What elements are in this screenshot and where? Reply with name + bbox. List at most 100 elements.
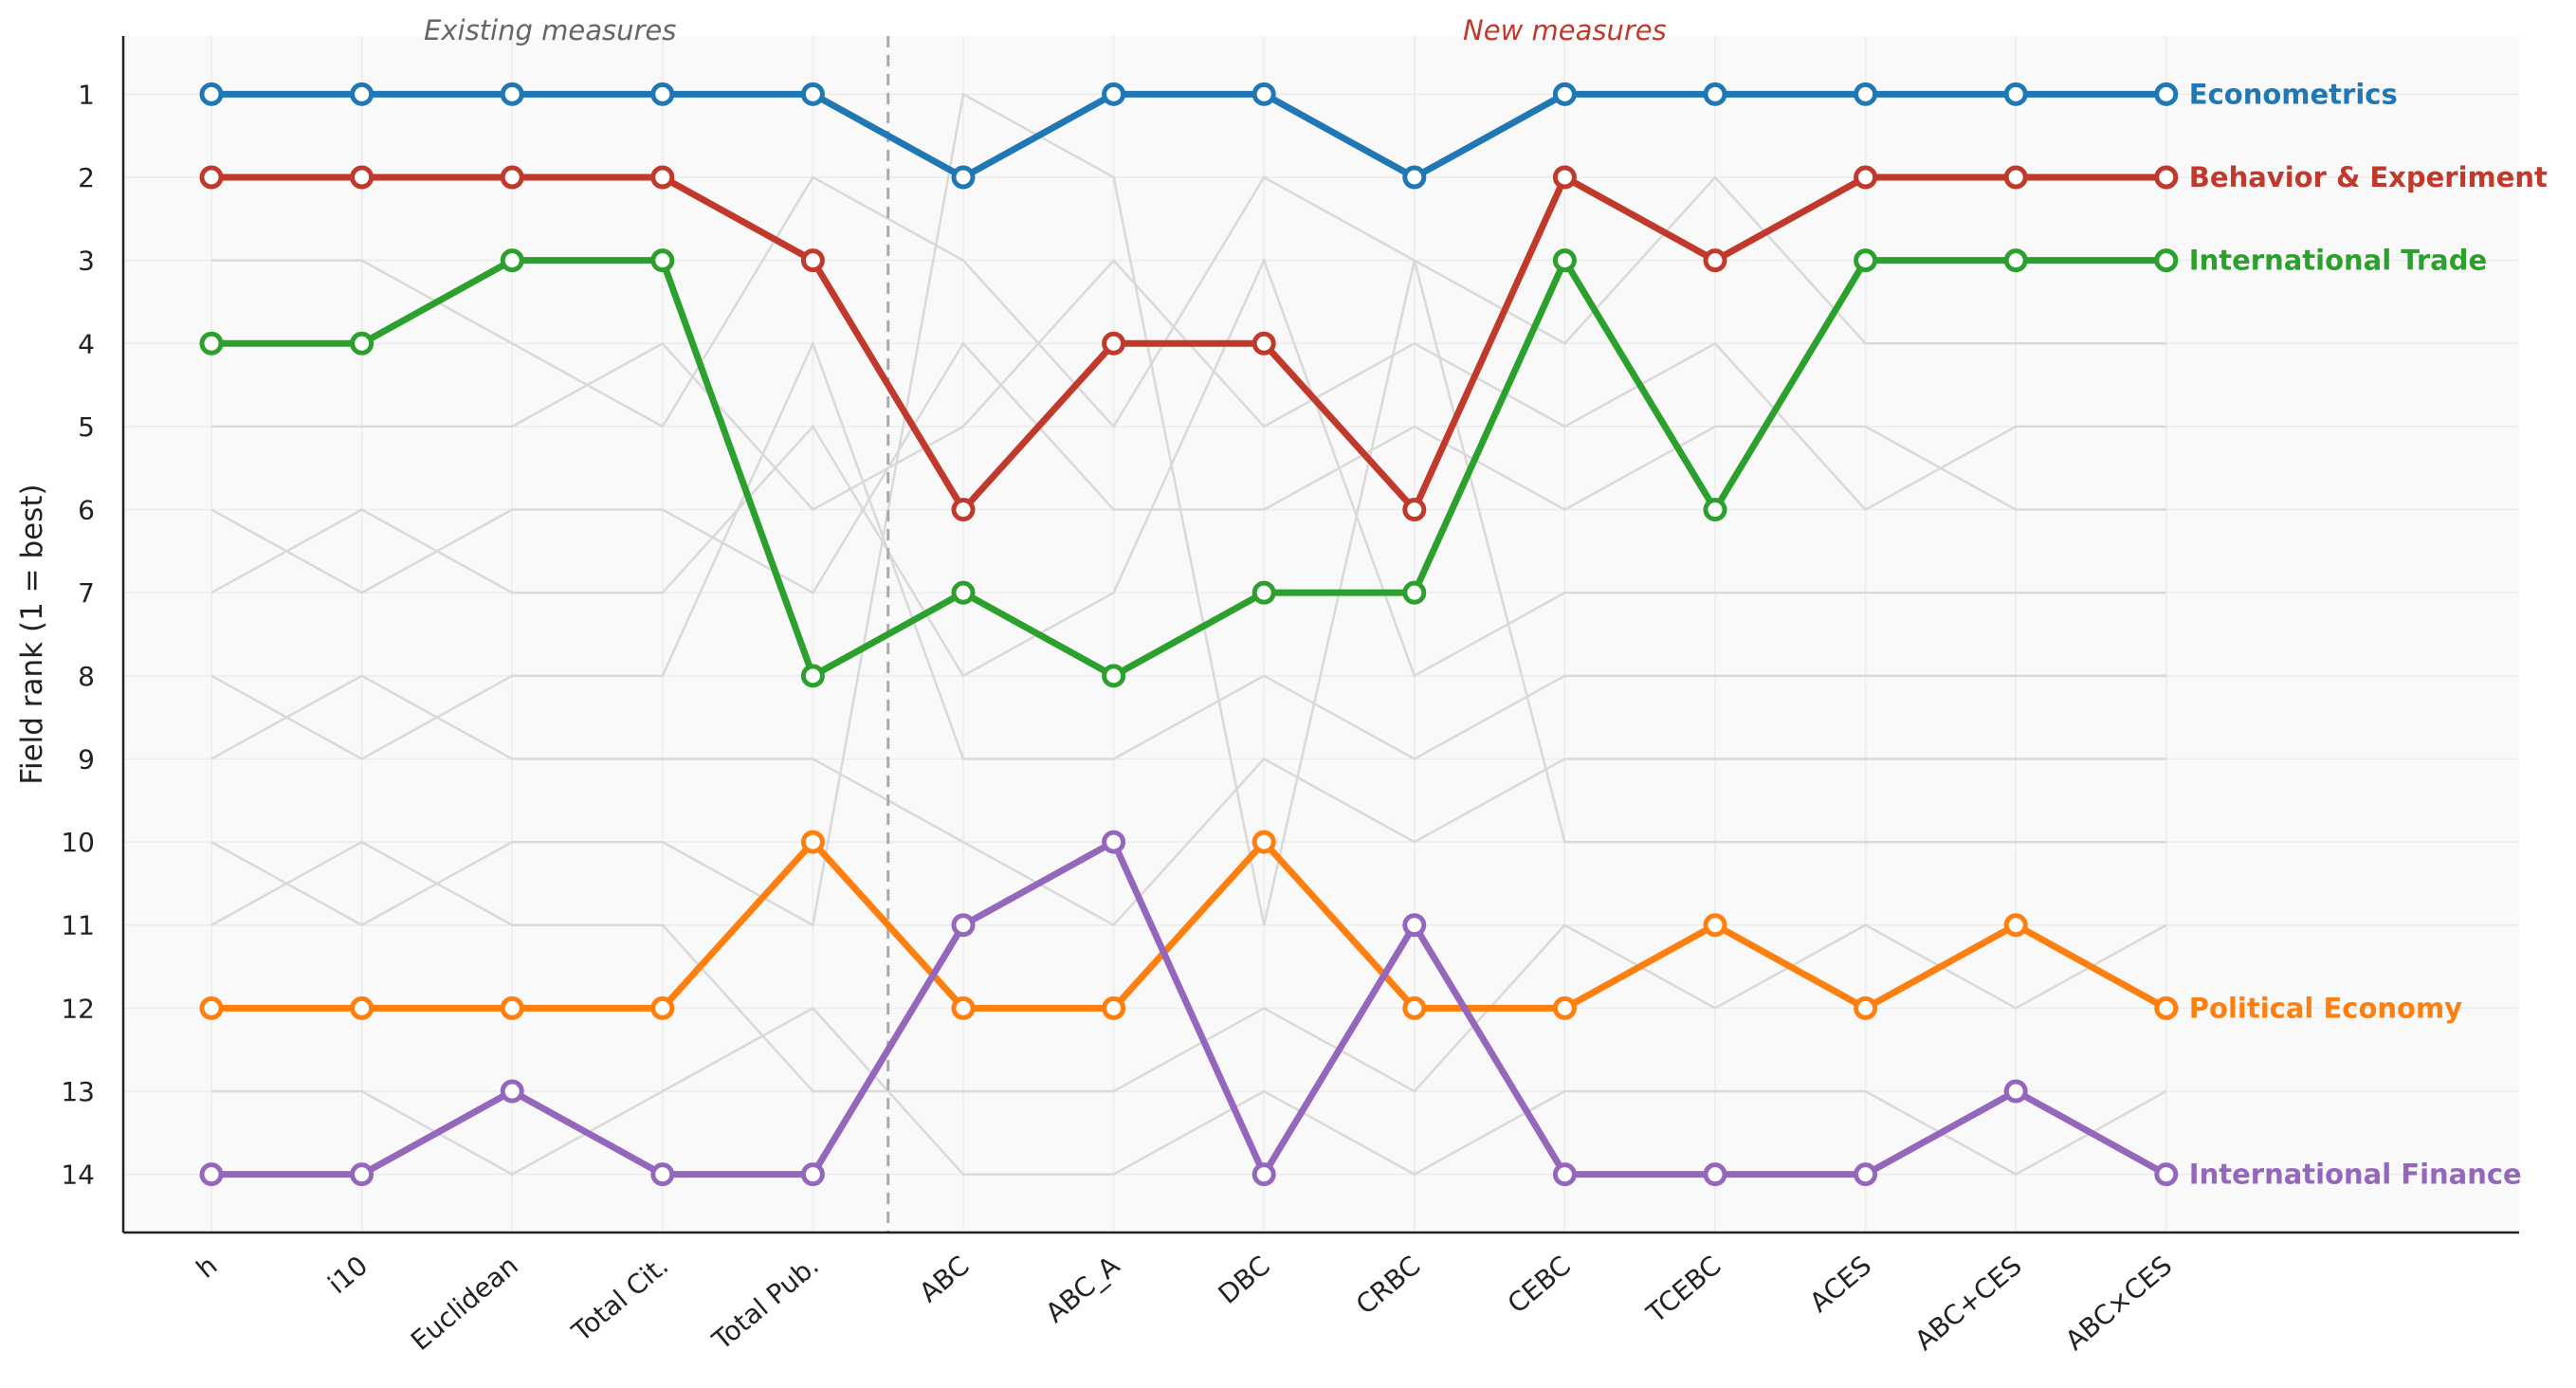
series-line [211,838,2168,1178]
background-series-line [210,341,2166,594]
series-line [211,257,2166,680]
background-series-line [210,674,2166,927]
series-point [1552,248,1577,273]
series-point [1402,580,1427,605]
series-point [2154,165,2179,190]
series-2: International Trade [199,245,2487,688]
series-point [1552,1162,1577,1187]
x-tick-labels: h i10 Euclidean Total Cit. Total Pub. ABC ABC_… [191,1250,2179,1357]
series-line [211,90,2166,181]
series-point [2003,913,2028,938]
series-point [1251,580,1276,605]
y-tick-label: 10 [61,827,95,858]
section-label-new: New measures [1463,14,1667,46]
y-tick-label: 12 [61,993,95,1024]
series-point [1402,498,1427,522]
series-point [951,913,976,938]
series-point [2003,248,2028,273]
x-tick-label: h [191,1250,224,1285]
series-point [1552,165,1577,190]
background-series-line [210,339,2166,760]
series-point [1703,82,1727,106]
series-point [650,165,675,190]
series-point [650,248,675,273]
x-tick-label: ABC_A [1040,1250,1126,1329]
series-point [1854,248,1878,273]
series-point [1854,1162,1878,1187]
series-point [500,248,524,273]
series-point [800,830,825,854]
y-tick-label: 14 [61,1160,95,1191]
series-point [350,82,375,106]
series-point [1102,830,1126,854]
series-label: Political Economy [2189,992,2462,1024]
y-tick-label: 9 [78,743,95,775]
series-label: International Trade [2189,245,2487,277]
series-point [1402,995,1427,1020]
series-point [2003,165,2028,190]
series-point [1251,82,1276,106]
series-point [1854,995,1878,1020]
highlighted-series: Econometrics Behavior & Experiment Interna… [199,78,2548,1191]
series-point [1251,830,1276,854]
series-4: International Finance [199,830,2522,1191]
y-tick-label: 8 [78,661,95,692]
series-point [1703,248,1727,273]
y-tick-label: 6 [78,495,95,526]
series-point [199,331,224,356]
y-tick-label: 7 [78,577,95,609]
series-point [1102,82,1126,106]
series-point [1703,1162,1727,1187]
x-tick-label: CRBC [1350,1250,1426,1321]
plot-area [123,36,2519,1233]
x-tick-label: Total Cit. [565,1250,674,1348]
series-point [650,82,675,106]
series-point [1552,82,1577,106]
series-point [1552,995,1577,1020]
x-tick-label: Euclidean [405,1250,524,1357]
series-point [1703,498,1727,522]
series-3: Political Economy [199,830,2462,1024]
x-tick-label: ABC+CES [1909,1250,2027,1357]
series-point [800,248,825,273]
series-point [350,1162,375,1187]
series-point [1703,913,1727,938]
x-tick-label: ACES [1803,1250,1877,1319]
series-point [199,1162,224,1187]
series-point [1251,1162,1276,1187]
x-tick-label: Total Pub. [705,1250,824,1357]
series-point [2154,248,2179,273]
background-series-line [211,175,2166,429]
x-tick-label: DBC [1213,1250,1276,1310]
series-point [199,995,224,1020]
series-point [500,1079,524,1104]
y-tick-label: 3 [78,246,95,277]
series-label: Econometrics [2189,78,2398,110]
series-point [951,498,976,522]
series-point [1251,331,1276,356]
series-line [211,174,2166,514]
series-point [1854,165,1878,190]
series-point [500,165,524,190]
series-point [500,82,524,106]
series-point [350,995,375,1020]
series-point [1102,995,1126,1020]
series-point [800,1162,825,1187]
x-tick-label: ABC×CES [2059,1250,2178,1357]
series-point [199,165,224,190]
series-point [1402,165,1427,190]
series-point [2154,1162,2179,1187]
series-point [2003,1079,2028,1104]
series-point [650,1162,675,1187]
y-tick-label: 11 [61,910,95,941]
y-tick-label: 2 [78,162,95,193]
series-point [2154,995,2179,1020]
background-series-line [210,92,2166,927]
x-tick-label: TCEBC [1640,1250,1727,1329]
series-point [951,580,976,605]
series-point [1854,82,1878,106]
series-point [500,995,524,1020]
x-tick-label: ABC [913,1250,975,1308]
